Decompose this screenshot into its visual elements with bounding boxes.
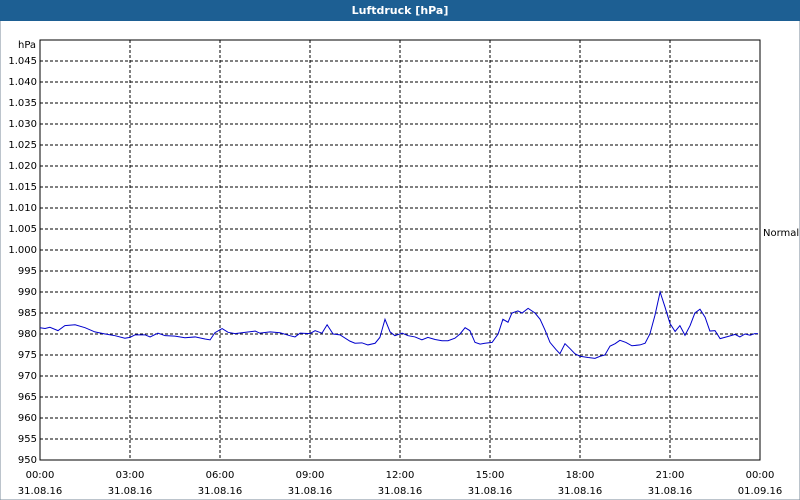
y-tick-label: 1.020 [8,161,37,172]
y-tick-label: 970 [18,371,37,382]
y-tick-label: 1.015 [8,182,37,193]
y-tick-label: 1.030 [8,119,37,130]
y-tick-label: 950 [18,455,37,466]
y-tick-label: 965 [18,392,37,403]
y-tick-label: 955 [18,434,37,445]
x-tick-label: 03:00 [116,470,145,481]
y-tick-label: 975 [18,350,37,361]
x-tick-label: 18:00 [566,470,595,481]
y-tick-label: 990 [18,287,37,298]
y-axis-label: hPa [18,40,36,51]
x-tick-label: 21:00 [656,470,685,481]
y-tick-label: 1.025 [8,140,37,151]
x-tick-label: 31.08.16 [648,486,693,497]
x-tick-label: 31.08.16 [288,486,333,497]
y-tick-label: 960 [18,413,37,424]
x-tick-label: 09:00 [296,470,325,481]
y-tick-label: 1.000 [8,245,37,256]
x-tick-label: 06:00 [206,470,235,481]
x-tick-label: 00:00 [746,470,775,481]
y-tick-label: 1.005 [8,224,37,235]
x-tick-label: 00:00 [26,470,55,481]
y-tick-label: 1.035 [8,98,37,109]
y-tick-label: 1.010 [8,203,37,214]
chart-title: Luftdruck [hPa] [352,4,449,17]
x-tick-label: 01.09.16 [738,486,783,497]
x-tick-label: 31.08.16 [468,486,513,497]
x-tick-label: 12:00 [386,470,415,481]
y-tick-label: 980 [18,329,37,340]
x-tick-label: 31.08.16 [558,486,603,497]
data-line [39,290,758,359]
annotation: Normal [763,228,799,239]
x-tick-label: 31.08.16 [18,486,63,497]
x-tick-label: 15:00 [476,470,505,481]
y-tick-label: 995 [18,266,37,277]
x-tick-label: 31.08.16 [198,486,243,497]
y-tick-label: 1.040 [8,77,37,88]
x-tick-label: 31.08.16 [378,486,423,497]
y-tick-label: 985 [18,308,37,319]
x-tick-label: 31.08.16 [108,486,153,497]
title-bar [0,0,800,21]
y-tick-label: 1.045 [8,56,37,67]
